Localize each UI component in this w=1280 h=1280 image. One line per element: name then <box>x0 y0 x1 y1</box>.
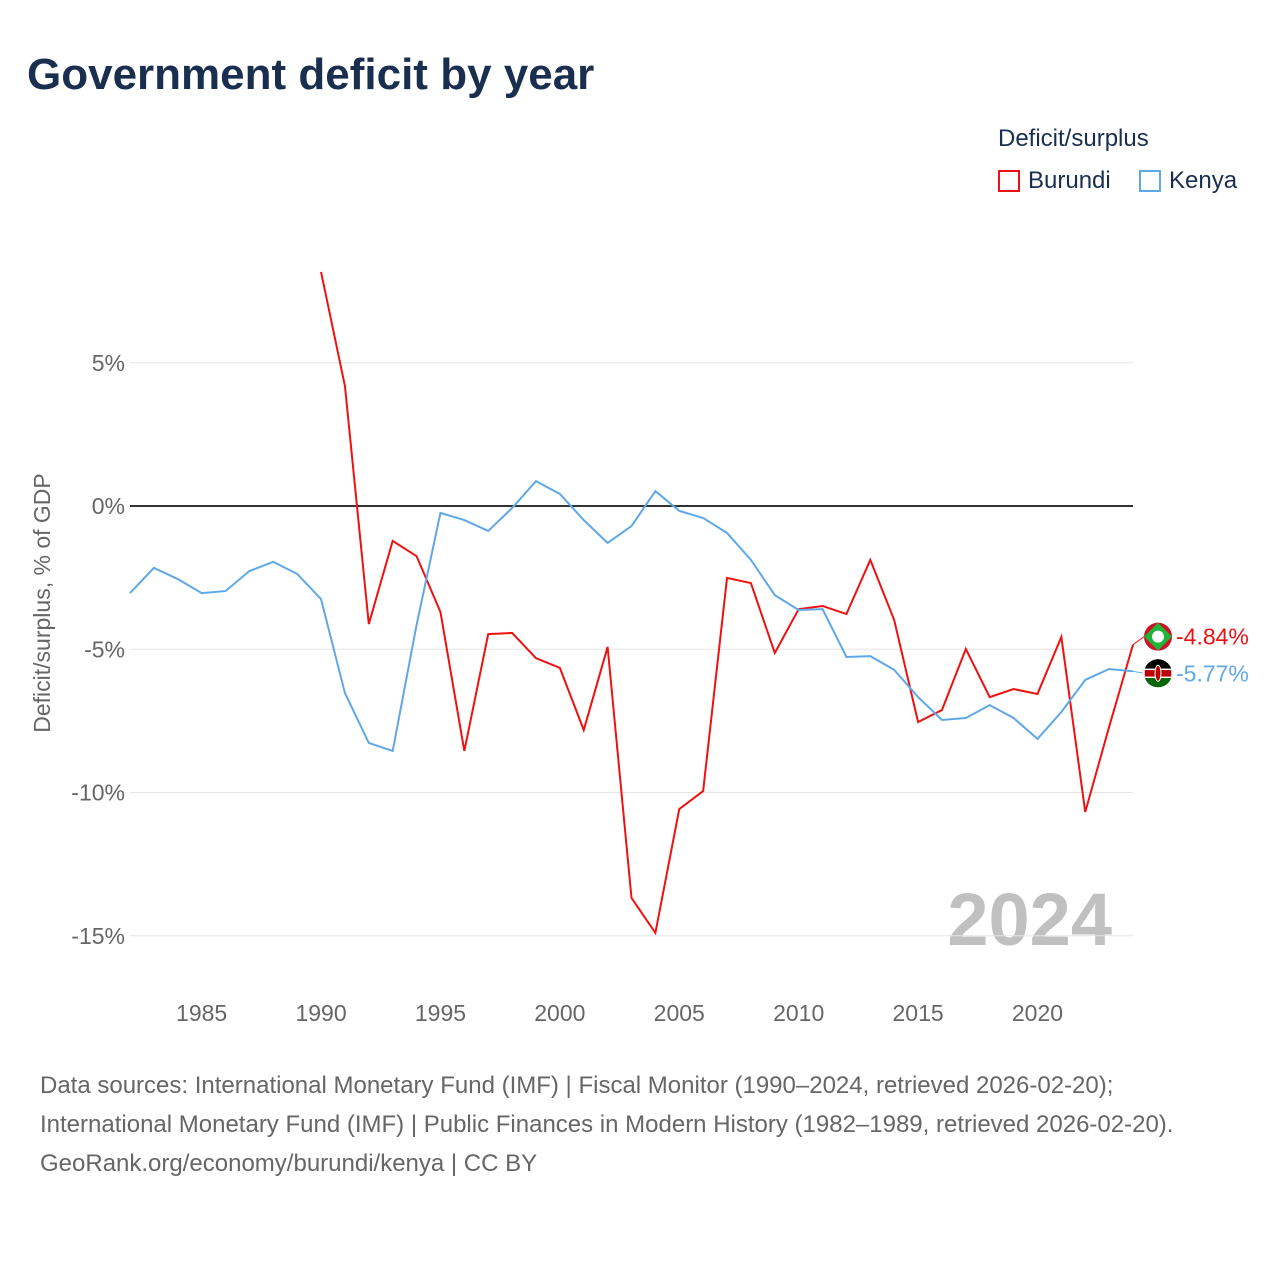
y-tick-label: 0% <box>92 493 125 519</box>
end-value-label-kenya: -5.77% <box>1176 660 1249 686</box>
end-label-connector <box>1132 670 1145 674</box>
data-sources: Data sources: International Monetary Fun… <box>40 1072 1174 1138</box>
x-tick-label: 1985 <box>176 1000 227 1026</box>
year-watermark: 2024 <box>947 878 1112 961</box>
x-tick-label: 2015 <box>892 1000 943 1026</box>
legend-item-kenya[interactable]: Kenya <box>1139 167 1237 195</box>
end-value-label-burundi: -4.84% <box>1176 624 1249 650</box>
line-chart: 2024 5% 0% -5% -10% -15% 1985 1990 1995 2000 200… <box>29 271 1249 1026</box>
series-line-kenya <box>129 479 1134 753</box>
y-tick-label: -10% <box>71 780 125 806</box>
y-tick-label: -15% <box>71 923 125 949</box>
legend-label-kenya: Kenya <box>1169 167 1238 194</box>
x-tick-label: 2000 <box>534 1000 585 1026</box>
y-tick-label: -5% <box>84 636 125 662</box>
footer: Data sources: International Monetary Fun… <box>40 1066 1240 1183</box>
end-label-connector <box>1132 636 1145 646</box>
series-line-burundi <box>320 271 1134 936</box>
x-tick-label: 1990 <box>295 1000 346 1026</box>
x-tick-label: 2020 <box>1012 1000 1063 1026</box>
legend-title: Deficit/surplus <box>998 125 1149 152</box>
legend-swatch-kenya <box>1139 170 1161 192</box>
burundi-flag-center <box>1152 630 1164 643</box>
x-tick-label: 2005 <box>654 1000 705 1026</box>
legend-item-burundi[interactable]: Burundi <box>998 167 1111 195</box>
y-axis-label: Deficit/surplus, % of GDP <box>29 473 55 732</box>
y-tick-label: 5% <box>92 350 125 376</box>
kenya-flag-shield <box>1154 664 1162 682</box>
credit-link[interactable]: GeoRank.org/economy/burundi/kenya | CC B… <box>40 1150 538 1177</box>
legend-swatch-burundi <box>998 170 1020 192</box>
chart-title: Government deficit by year <box>27 50 595 99</box>
legend-label-burundi: Burundi <box>1028 167 1111 194</box>
x-tick-label: 2010 <box>773 1000 824 1026</box>
x-tick-label: 1995 <box>415 1000 466 1026</box>
